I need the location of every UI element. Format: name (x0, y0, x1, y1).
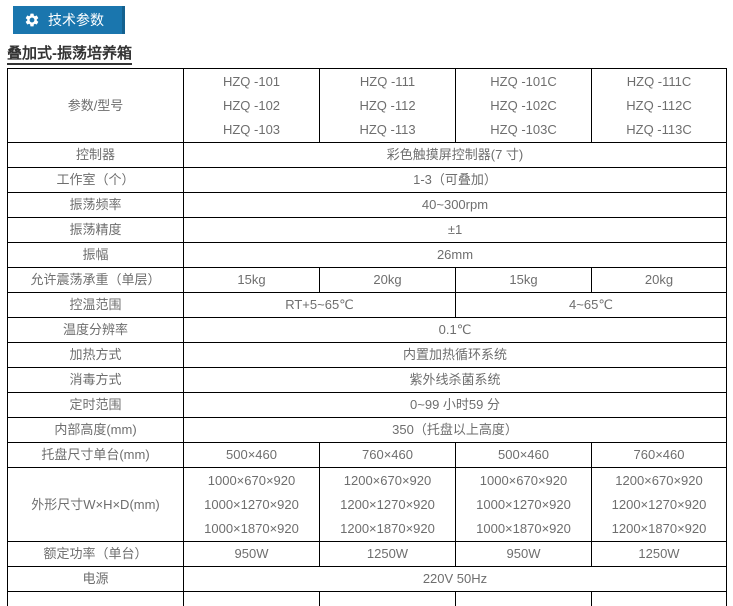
spec-row-amplitude: 振幅 26mm (8, 243, 727, 268)
model-cell: HZQ -101 HZQ -102 HZQ -103 (184, 69, 320, 143)
spec-label: 振荡精度 (8, 218, 184, 243)
spec-label: 工作室（个） (8, 168, 184, 193)
spec-value: 20kg (592, 268, 727, 293)
spec-value: 1200×670×920 1200×1270×920 1200×1870×920 (320, 468, 456, 542)
spec-value: 彩色触摸屏控制器(7 寸) (184, 143, 727, 168)
spec-value: 1000×670×920 1000×1270×920 1000×1870×920 (184, 468, 320, 542)
spec-value: 20kg (320, 268, 456, 293)
spec-row-precision: 振荡精度 ±1 (8, 218, 727, 243)
spec-value: 4~65℃ (456, 293, 727, 318)
model-cell: HZQ -111 HZQ -112 HZQ -113 (320, 69, 456, 143)
spec-row-sterilization: 消毒方式 紫外线杀菌系统 (8, 368, 727, 393)
spec-label: 振幅 (8, 243, 184, 268)
spec-row-frequency: 振荡频率 40~300rpm (8, 193, 727, 218)
spec-label: 定时范围 (8, 393, 184, 418)
spec-value: 950W (184, 542, 320, 567)
spec-label: 参数/型号 (8, 69, 184, 143)
spec-value: 1-3（可叠加） (184, 168, 727, 193)
spec-row-load: 允许震荡承重（单层） 15kg 20kg 15kg 20kg (8, 268, 727, 293)
spec-value: 1250W (320, 542, 456, 567)
spec-value: 15kg (184, 268, 320, 293)
spec-label: 控制器 (8, 143, 184, 168)
spec-value: 500×460 (184, 443, 320, 468)
section-badge-label: 技术参数 (48, 10, 104, 30)
spec-value: 1000×670×920 1000×1270×920 1000×1870×920 (456, 468, 592, 542)
spec-value: 350（托盘以上高度） (184, 418, 727, 443)
spec-label: 温度分辨率 (8, 318, 184, 343)
spec-value: 220V 50Hz (184, 567, 727, 592)
spec-value: ±1 (184, 218, 727, 243)
page-title: 叠加式-振荡培养箱 (7, 42, 733, 63)
spec-row-chambers: 工作室（个） 1-3（可叠加） (8, 168, 727, 193)
spec-label: 额定功率（单台） (8, 542, 184, 567)
spec-value: 内置加热循环系统 (184, 343, 727, 368)
spec-value: 1200×670×920 1200×1270×920 1200×1870×920 (592, 468, 727, 542)
spec-row-partial (8, 592, 727, 606)
spec-value: 26mm (184, 243, 727, 268)
gear-icon (24, 12, 40, 28)
spec-row-dimensions: 外形尺寸W×H×D(mm) 1000×670×920 1000×1270×920… (8, 468, 727, 542)
spec-row-power: 额定功率（单台） 950W 1250W 950W 1250W (8, 542, 727, 567)
spec-value: 0.1℃ (184, 318, 727, 343)
spec-row-tray-size: 托盘尺寸单台(mm) 500×460 760×460 500×460 760×4… (8, 443, 727, 468)
model-cell: HZQ -111C HZQ -112C HZQ -113C (592, 69, 727, 143)
spec-label: 振荡频率 (8, 193, 184, 218)
spec-row-temp-range: 控温范围 RT+5~65℃ 4~65℃ (8, 293, 727, 318)
spec-value: 40~300rpm (184, 193, 727, 218)
spec-value: 0~99 小时59 分 (184, 393, 727, 418)
spec-label: 消毒方式 (8, 368, 184, 393)
spec-value: 1250W (592, 542, 727, 567)
spec-label: 内部高度(mm) (8, 418, 184, 443)
spec-label: 控温范围 (8, 293, 184, 318)
model-cell: HZQ -101C HZQ -102C HZQ -103C (456, 69, 592, 143)
spec-row-models: 参数/型号 HZQ -101 HZQ -102 HZQ -103 HZQ -11… (8, 69, 727, 143)
spec-label: 托盘尺寸单台(mm) (8, 443, 184, 468)
spec-value: 760×460 (592, 443, 727, 468)
spec-row-heating: 加热方式 内置加热循环系统 (8, 343, 727, 368)
spec-value: 950W (456, 542, 592, 567)
spec-value: 500×460 (456, 443, 592, 468)
spec-label: 外形尺寸W×H×D(mm) (8, 468, 184, 542)
spec-row-inner-height: 内部高度(mm) 350（托盘以上高度） (8, 418, 727, 443)
spec-label: 电源 (8, 567, 184, 592)
specs-table: 参数/型号 HZQ -101 HZQ -102 HZQ -103 HZQ -11… (7, 68, 727, 606)
spec-label: 允许震荡承重（单层） (8, 268, 184, 293)
spec-value: 紫外线杀菌系统 (184, 368, 727, 393)
spec-label: 加热方式 (8, 343, 184, 368)
spec-value: RT+5~65℃ (184, 293, 456, 318)
spec-row-psu: 电源 220V 50Hz (8, 567, 727, 592)
spec-row-controller: 控制器 彩色触摸屏控制器(7 寸) (8, 143, 727, 168)
spec-value: 760×460 (320, 443, 456, 468)
section-badge-tech-params: 技术参数 (13, 6, 125, 34)
spec-value: 15kg (456, 268, 592, 293)
spec-row-resolution: 温度分辨率 0.1℃ (8, 318, 727, 343)
spec-row-timer: 定时范围 0~99 小时59 分 (8, 393, 727, 418)
